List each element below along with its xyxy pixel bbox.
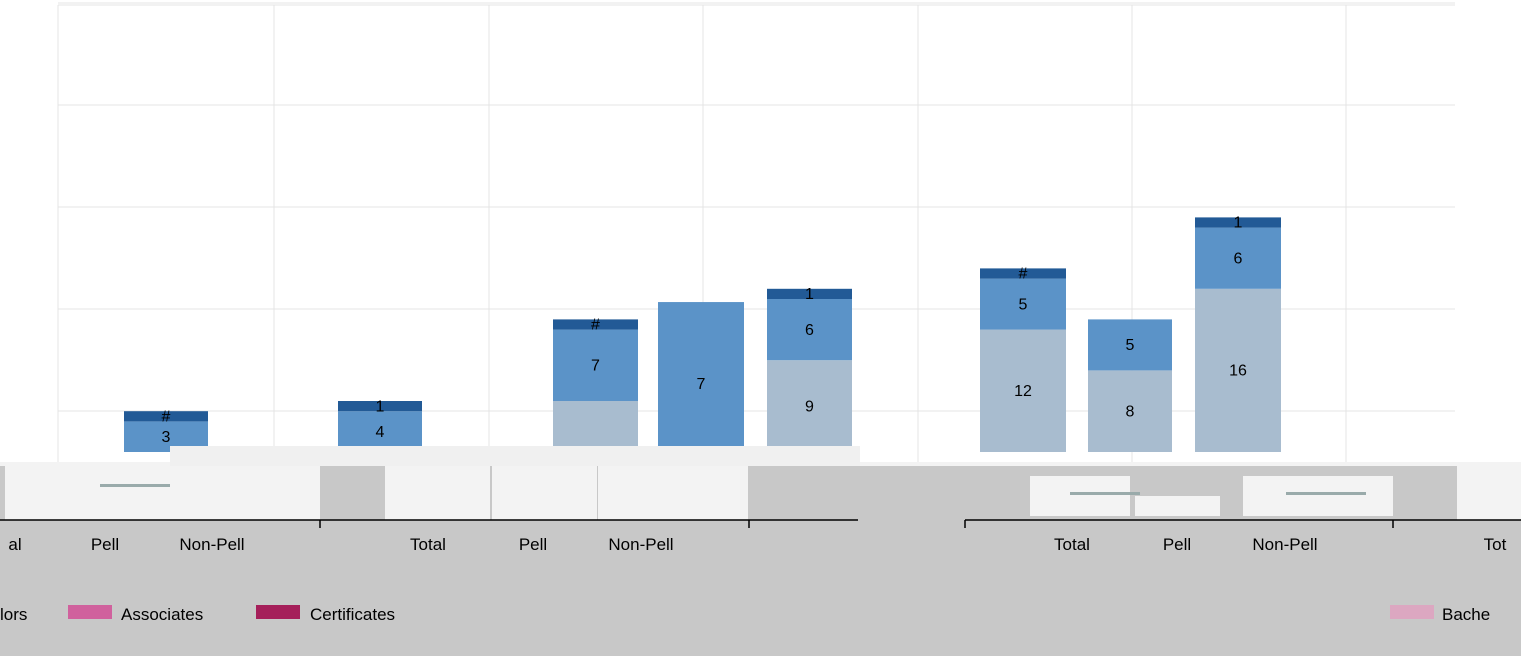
legend-swatch-bachelors	[1390, 605, 1434, 619]
segment-label-4-2: 1	[805, 286, 814, 303]
artifact-strip-1	[385, 466, 490, 520]
segment-label-3-2: #	[591, 317, 600, 334]
segment-label-6-1: 5	[1126, 337, 1135, 354]
bar-4-segment-2	[767, 288, 852, 299]
bar-5-segment-0	[980, 329, 1066, 452]
bar-3-segment-0	[553, 401, 638, 452]
segment-label-5-1: 5	[1019, 296, 1028, 313]
category-label-8: Non-Pell	[1252, 535, 1317, 554]
bar-1-segment-2	[338, 401, 422, 412]
bar-7-segment-1	[1195, 227, 1281, 289]
bar-0-segment-2	[124, 411, 208, 422]
artifact-line-2	[1286, 492, 1366, 495]
segment-label-4-1: 6	[805, 322, 814, 339]
legend-swatch-associates	[68, 605, 112, 619]
bar-4-segment-0	[767, 360, 852, 452]
category-label-7: Pell	[1163, 535, 1191, 554]
segment-label-3-1: 7	[591, 358, 600, 375]
bar-1-segment-1	[338, 411, 422, 452]
artifact-strip-7	[1457, 466, 1521, 520]
bar-6-segment-0	[1088, 370, 1172, 452]
artifact-line-0	[100, 484, 170, 487]
glitch-band	[0, 446, 1521, 656]
artifact-strip-5	[1135, 496, 1220, 516]
bar-3-segment-2	[553, 319, 638, 330]
category-label-6: Total	[1054, 535, 1090, 554]
category-label-1: Pell	[91, 535, 119, 554]
artifact-line-1	[1070, 492, 1140, 495]
segment-label-4-0: 9	[805, 398, 814, 415]
category-axis	[0, 519, 1521, 528]
bar-3-segment-1	[553, 329, 638, 401]
segment-labels: 3 #4 1 7 #9 6 1 12 5 #8 5 16 6 1 7	[162, 215, 1247, 446]
legend-label-associates: Associates	[121, 605, 203, 624]
bar-7-segment-2	[1195, 217, 1281, 228]
artifact-strip-2	[492, 466, 597, 520]
segment-label-7-2: 1	[1234, 215, 1243, 232]
bar-5-segment-2	[980, 268, 1066, 279]
category-label-2: Non-Pell	[179, 535, 244, 554]
segment-label-0-2: #	[162, 409, 171, 426]
artifact-strip-6	[1243, 476, 1393, 516]
grid-lines	[57, 2, 1455, 466]
segment-label-5-0: 12	[1014, 383, 1032, 400]
bar-6-segment-1	[1088, 319, 1172, 371]
standalone-bar	[658, 302, 744, 462]
category-label-3: Total	[410, 535, 446, 554]
artifact-strip-0	[5, 466, 320, 520]
segment-label-0-1: 3	[162, 429, 171, 446]
category-label-9: Tot	[1484, 535, 1507, 554]
legend-swatch-certificates	[256, 605, 300, 619]
bars	[124, 217, 1281, 462]
standalone-bar-label: 7	[697, 376, 706, 393]
artifact-strip-4	[1030, 476, 1130, 516]
legend: lors Associates Certificates Bache	[0, 605, 1490, 624]
segment-label-7-1: 6	[1234, 250, 1243, 267]
bar-5-segment-1	[980, 278, 1066, 330]
legend-label-bachelors-left: lors	[0, 605, 27, 624]
segment-label-6-0: 8	[1126, 403, 1135, 420]
category-label-0: al	[8, 535, 21, 554]
segment-label-7-0: 16	[1229, 363, 1247, 380]
category-label-5: Non-Pell	[608, 535, 673, 554]
bar-4-segment-1	[767, 299, 852, 361]
category-label-4: Pell	[519, 535, 547, 554]
artifact-strip-3	[598, 466, 748, 520]
plot-background	[0, 0, 1521, 466]
segment-label-5-2: #	[1019, 266, 1028, 283]
bar-7-segment-0	[1195, 288, 1281, 452]
legend-label-certificates: Certificates	[310, 605, 395, 624]
category-labels: al Pell Non-Pell Total Pell Non-Pell Tot…	[8, 535, 1506, 554]
artifact-overlay	[170, 446, 860, 466]
legend-label-bachelors-right: Bache	[1442, 605, 1490, 624]
segment-label-1-2: 1	[376, 398, 385, 415]
segment-label-1-1: 4	[376, 424, 385, 441]
